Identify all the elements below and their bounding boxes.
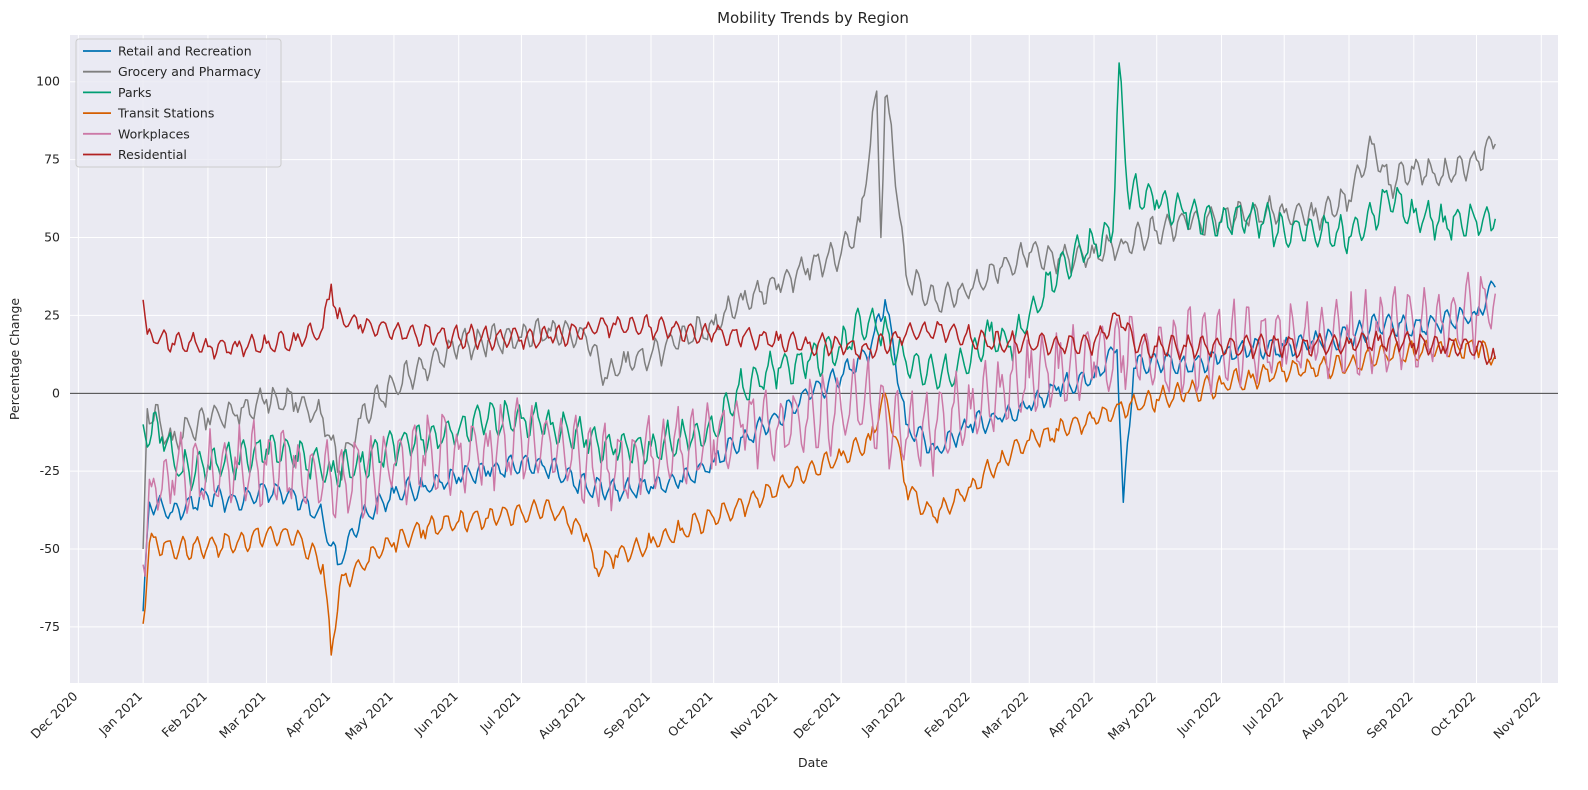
chart-title: Mobility Trends by Region [717, 9, 909, 27]
x-tick-labels: Dec 2020 Jan 2021 Feb 2021 Mar 2021 Apr 2021… [27, 688, 1543, 742]
x-tick-label: Oct 2021 [665, 689, 716, 740]
y-tick-label: 100 [36, 74, 60, 89]
legend-label: Grocery and Pharmacy [118, 64, 262, 79]
series-line [142, 62, 1497, 492]
x-tick-label: May 2021 [342, 689, 396, 743]
x-tick-label: Mar 2021 [216, 689, 269, 742]
x-tick-label: Oct 2022 [1427, 689, 1478, 740]
x-tick-label: Jun 2022 [1173, 689, 1223, 739]
x-tick-label: Jul 2022 [1239, 689, 1286, 736]
x-tick-label: Jan 2022 [858, 689, 908, 739]
series-line [142, 337, 1496, 656]
series-line [142, 280, 1496, 612]
x-tick-label: Dec 2020 [27, 688, 80, 741]
x-tick-label: Jan 2021 [95, 689, 145, 739]
legend-label: Transit Stations [117, 106, 214, 121]
y-tick-label: -25 [40, 463, 60, 478]
x-tick-label: Jun 2021 [410, 689, 460, 739]
y-tick-labels: -75 -50 -25 0 25 50 75 100 [36, 74, 60, 634]
y-tick-label: 50 [44, 230, 60, 245]
x-tick-label: Sep 2022 [1363, 689, 1416, 742]
x-tick-label: Feb 2022 [921, 689, 973, 741]
y-axis-label: Percentage Change [7, 298, 22, 420]
x-tick-label: Mar 2022 [979, 689, 1032, 742]
series-line [142, 90, 1496, 550]
legend-label: Residential [118, 147, 187, 162]
x-tick-label: Nov 2022 [1490, 689, 1543, 742]
x-tick-label: May 2022 [1105, 689, 1159, 743]
y-tick-label: -75 [40, 619, 60, 634]
x-axis-label: Date [798, 755, 828, 770]
y-tick-label: 75 [44, 152, 60, 167]
x-tick-label: Sep 2021 [601, 689, 654, 742]
y-tick-label: -50 [40, 541, 60, 556]
x-tick-label: Nov 2021 [727, 689, 780, 742]
legend-label: Retail and Recreation [118, 44, 252, 59]
legend: Retail and Recreation Grocery and Pharmac… [75, 38, 282, 168]
x-tick-label: Jul 2021 [476, 689, 523, 736]
x-tick-label: Apr 2021 [282, 689, 333, 740]
y-tick-label: 25 [44, 307, 60, 322]
legend-label: Workplaces [118, 126, 190, 141]
legend-label: Parks [118, 85, 152, 100]
series-line [142, 283, 1497, 366]
y-tick-label: 0 [52, 385, 60, 400]
series-group [142, 62, 1497, 656]
x-tick-label: Apr 2022 [1045, 689, 1096, 740]
x-tick-label: Dec 2021 [790, 689, 843, 742]
legend-box [75, 38, 282, 168]
plot-area [70, 35, 1558, 683]
series-line [142, 271, 1497, 577]
x-tick-label: Aug 2022 [1298, 689, 1351, 742]
x-tick-label: Aug 2021 [535, 689, 588, 742]
x-tick-label: Feb 2021 [158, 689, 210, 741]
